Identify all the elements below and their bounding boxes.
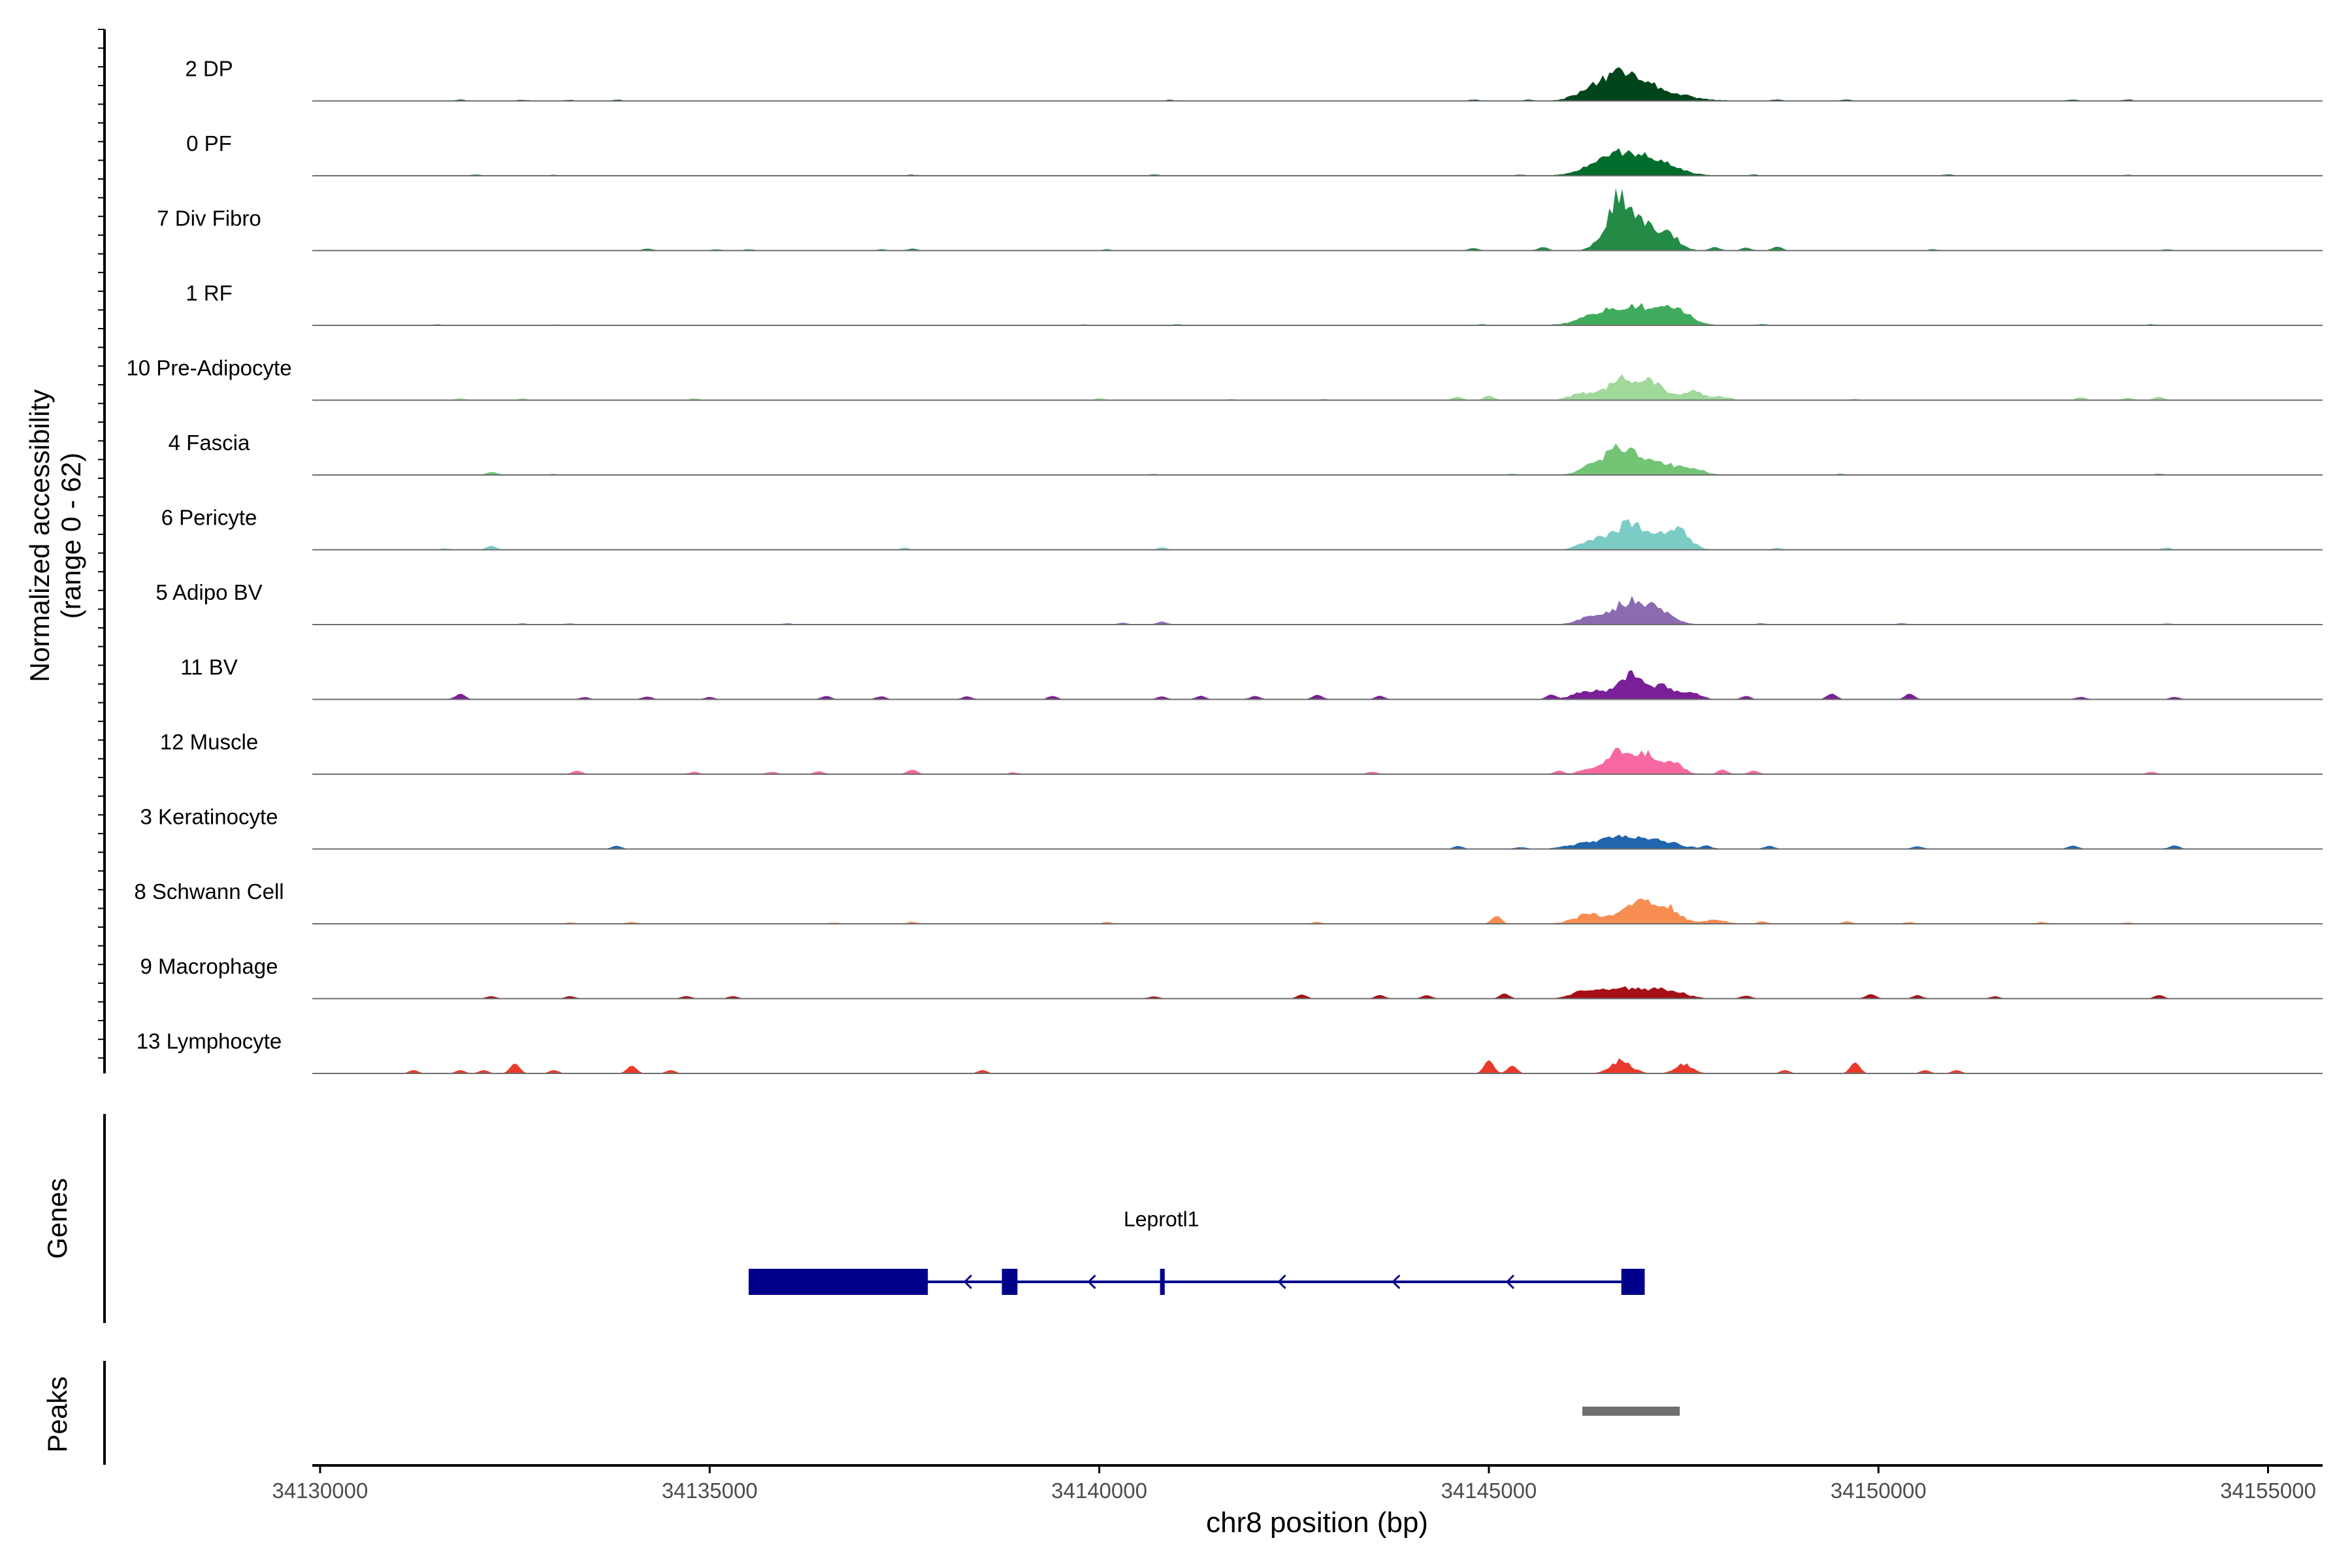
accessibility-y-axis	[98, 29, 106, 1073]
coverage-area	[312, 443, 2323, 475]
track-8: 5 Adipo BV	[155, 580, 2323, 625]
track-label: 10 Pre-Adipocyte	[126, 356, 291, 380]
track-4: 1 RF	[186, 281, 2323, 326]
track-label: 0 PF	[186, 131, 232, 155]
coverage-area	[312, 595, 2323, 625]
coverage-area	[312, 519, 2323, 550]
track-6: 4 Fascia	[169, 431, 2323, 476]
gene-exon	[1621, 1269, 1645, 1295]
x-tick-label: 34145000	[1441, 1478, 1537, 1503]
y-axis-label: Normalized accessibility	[24, 389, 55, 682]
track-12: 8 Schwann Cell	[134, 879, 2323, 924]
strand-arrow	[963, 1274, 972, 1290]
track-label: 1 RF	[186, 281, 233, 305]
gene-exon	[1160, 1269, 1165, 1295]
x-axis-label: chr8 position (bp)	[1206, 1507, 1428, 1539]
y-axis-range-label: (range 0 - 62)	[56, 453, 86, 619]
track-label: 9 Macrophage	[140, 955, 278, 979]
track-label: 13 Lymphocyte	[137, 1029, 282, 1053]
coverage-area	[312, 747, 2323, 774]
peaks-panel-label: Peaks	[42, 1377, 73, 1453]
coverage-area	[312, 67, 2323, 101]
strand-arrow	[1392, 1274, 1401, 1290]
track-7: 6 Pericyte	[161, 506, 2323, 551]
track-5: 10 Pre-Adipocyte	[126, 356, 2323, 401]
coverage-area	[312, 302, 2323, 325]
track-9: 11 BV	[180, 655, 2323, 700]
peaks-panel: Peaks	[42, 1361, 1680, 1465]
coverage-area	[312, 670, 2323, 700]
x-axis: 34130000 34135000 34140000 34145000 34150000…	[272, 1464, 2323, 1503]
track-1: 2 DP	[185, 57, 2323, 102]
coverage-area	[312, 834, 2323, 849]
coverage-area	[312, 986, 2323, 999]
track-label: 8 Schwann Cell	[134, 879, 284, 904]
track-2: 0 PF	[186, 131, 2323, 176]
gene-exon	[1002, 1269, 1018, 1295]
coverage-area	[312, 1058, 2323, 1073]
track-14: 13 Lymphocyte	[137, 1029, 2323, 1074]
track-label: 6 Pericyte	[161, 506, 257, 530]
x-tick-label: 34150000	[1831, 1478, 1927, 1503]
x-tick-label: 34135000	[662, 1478, 758, 1503]
x-tick-label: 34130000	[272, 1478, 368, 1503]
track-13: 9 Macrophage	[140, 955, 2323, 1000]
strand-arrow	[1277, 1274, 1286, 1290]
coverage-tracks: 2 DP 0 PF 7 Div Fibro 1 RF 10 Pre-Adipocyte 4…	[126, 57, 2323, 1074]
strand-arrow	[1505, 1274, 1514, 1290]
coverage-area	[312, 374, 2323, 400]
genes-panel-label: Genes	[42, 1178, 73, 1259]
track-label: 12 Muscle	[160, 730, 258, 754]
track-label: 4 Fascia	[169, 431, 250, 455]
x-tick-label: 34140000	[1051, 1478, 1147, 1503]
gene-exon	[748, 1269, 928, 1295]
x-tick-label: 34155000	[2220, 1478, 2316, 1503]
gene-name-label: Leprotl1	[1124, 1207, 1200, 1231]
track-label: 11 BV	[180, 655, 237, 679]
strand-arrow	[1087, 1274, 1096, 1290]
track-11: 3 Keratinocyte	[140, 805, 2323, 850]
coverage-area	[312, 188, 2323, 251]
track-label: 2 DP	[185, 57, 233, 81]
genes-panel: Genes Leprotl1	[42, 1114, 1645, 1323]
track-label: 7 Div Fibro	[157, 206, 261, 231]
track-label: 3 Keratinocyte	[140, 805, 278, 829]
coverage-area	[312, 898, 2323, 924]
track-3: 7 Div Fibro	[157, 188, 2323, 252]
track-label: 5 Adipo BV	[155, 580, 262, 604]
coverage-area	[312, 148, 2323, 176]
peak-region	[1582, 1407, 1680, 1416]
track-10: 12 Muscle	[160, 730, 2323, 775]
